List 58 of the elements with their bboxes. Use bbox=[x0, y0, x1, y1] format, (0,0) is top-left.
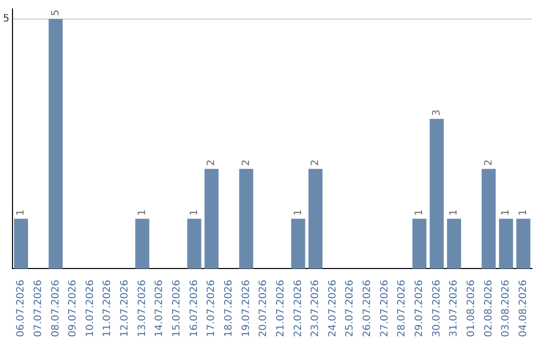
x-tick-label: 07.07.2026 bbox=[32, 280, 44, 338]
x-tick-label: 17.07.2026 bbox=[206, 280, 218, 338]
data-label: 5 bbox=[50, 10, 62, 16]
x-tick-label: 22.07.2026 bbox=[292, 280, 304, 338]
bar bbox=[447, 218, 462, 269]
bar bbox=[412, 218, 426, 269]
data-label: 1 bbox=[136, 209, 148, 216]
x-tick-label: 04.08.2026 bbox=[518, 280, 529, 338]
x-tick-label: 02.08.2026 bbox=[483, 280, 494, 338]
bar bbox=[499, 218, 514, 269]
data-label: 2 bbox=[310, 159, 322, 166]
bar bbox=[239, 168, 254, 269]
x-tick-label: 20.07.2026 bbox=[258, 280, 270, 338]
x-tick-label: 21.07.2026 bbox=[275, 280, 286, 338]
x-tick-label: 31.07.2026 bbox=[448, 280, 460, 338]
data-label: 1 bbox=[500, 209, 512, 216]
bar bbox=[308, 168, 322, 269]
x-tick-label: 27.07.2026 bbox=[379, 280, 390, 338]
data-label: 1 bbox=[292, 209, 304, 216]
bar bbox=[135, 218, 150, 269]
x-tick-label: 28.07.2026 bbox=[396, 280, 408, 338]
x-tick-label: 08.07.2026 bbox=[50, 280, 62, 338]
bar bbox=[482, 168, 496, 269]
bar bbox=[48, 18, 63, 269]
bar bbox=[430, 118, 444, 269]
x-tick-label: 13.07.2026 bbox=[136, 280, 148, 338]
x-tick-label: 24.07.2026 bbox=[327, 280, 338, 338]
x-tick-label: 26.07.2026 bbox=[362, 280, 374, 338]
x-tick-label: 29.07.2026 bbox=[414, 280, 426, 338]
x-tick-label: 19.07.2026 bbox=[240, 280, 252, 338]
bar bbox=[14, 218, 28, 269]
x-tick-label: 11.07.2026 bbox=[102, 280, 114, 338]
x-tick-label: 06.07.2026 bbox=[16, 280, 27, 338]
bar bbox=[291, 218, 306, 269]
x-tick-label: 01.08.2026 bbox=[466, 280, 477, 338]
data-label: 1 bbox=[448, 209, 460, 216]
x-tick-label: 25.07.2026 bbox=[344, 280, 356, 338]
data-label: 1 bbox=[188, 209, 200, 216]
data-label: 1 bbox=[414, 209, 426, 216]
data-label: 2 bbox=[483, 159, 494, 166]
bar bbox=[516, 218, 530, 269]
x-tick-label: 18.07.2026 bbox=[223, 280, 234, 338]
data-label: 1 bbox=[518, 209, 529, 216]
data-label: 2 bbox=[206, 159, 218, 166]
x-tick-label: 16.07.2026 bbox=[188, 280, 200, 338]
x-tick-label: 30.07.2026 bbox=[431, 280, 442, 338]
data-label: 3 bbox=[431, 110, 442, 116]
x-tick-label: 09.07.2026 bbox=[68, 280, 79, 338]
x-tick-label: 15.07.2026 bbox=[172, 280, 183, 338]
data-label: 2 bbox=[240, 159, 252, 166]
x-tick-label: 12.07.2026 bbox=[120, 280, 131, 338]
x-tick-label: 23.07.2026 bbox=[310, 280, 322, 338]
x-tick-label: 10.07.2026 bbox=[84, 280, 96, 338]
bar bbox=[187, 218, 202, 269]
bar bbox=[204, 168, 219, 269]
x-tick-label: 03.08.2026 bbox=[500, 280, 512, 338]
data-label: 1 bbox=[16, 209, 27, 216]
x-tick-label: 14.07.2026 bbox=[154, 280, 166, 338]
